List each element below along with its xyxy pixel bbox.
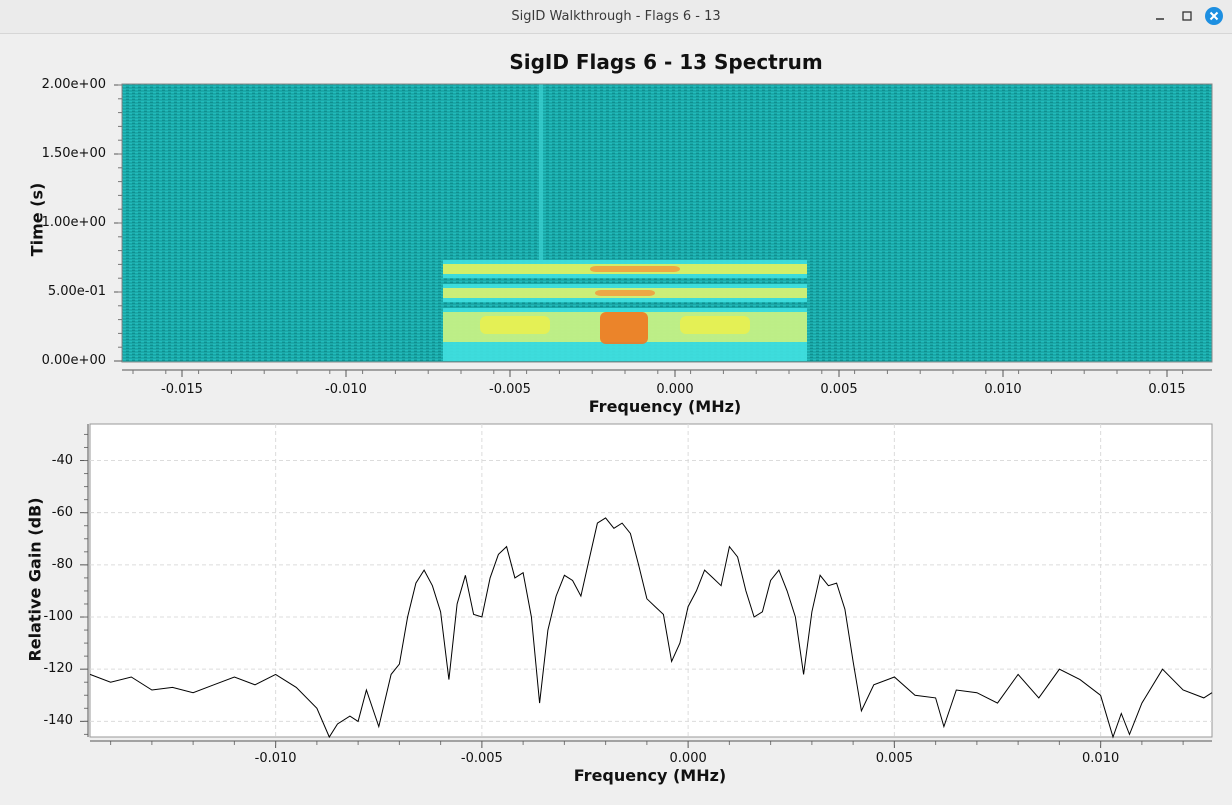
burst-hotspot — [595, 290, 655, 296]
spectrum-trace — [89, 517, 1213, 739]
waterfall-xtick-label: 0.000 — [656, 382, 694, 397]
spectrum-ylabel: Relative Gain (dB) — [25, 497, 45, 662]
spectrum-xtick-label: -0.010 — [254, 751, 297, 766]
spectrum-xtick-label: 0.005 — [875, 751, 913, 766]
spectrum-xlabel: Frequency (MHz) — [573, 766, 727, 785]
minimize-icon — [1156, 18, 1164, 20]
spectrum-ytick-label: -80 — [51, 556, 73, 572]
minimize-button[interactable] — [1150, 6, 1170, 26]
waterfall-ytick-label: 2.00e+00 — [41, 77, 106, 92]
waterfall-xtick-label: 0.005 — [820, 382, 858, 397]
window-titlebar: SigID Walkthrough - Flags 6 - 13 — [0, 0, 1232, 34]
burst-band — [443, 348, 807, 361]
burst-hotspot — [680, 316, 750, 334]
waterfall-xlabel: Frequency (MHz) — [588, 397, 742, 416]
spectrum-xtick-label: 0.000 — [669, 751, 707, 766]
maximize-icon — [1182, 11, 1192, 21]
spectrum-xtick-label: 0.010 — [1082, 751, 1120, 766]
window-title: SigID Walkthrough - Flags 6 - 13 — [511, 9, 721, 24]
waterfall-xtick-label: -0.015 — [161, 382, 203, 397]
spectrum-ytick-label: -100 — [43, 609, 73, 625]
waterfall-xtick-label: -0.010 — [325, 382, 367, 397]
spectrum-ytick-label: -60 — [51, 504, 73, 520]
close-button[interactable] — [1205, 7, 1223, 25]
spectrum-ytick-label: -40 — [51, 452, 73, 468]
waterfall-ytick-label: 5.00e-01 — [47, 284, 106, 299]
close-icon — [1209, 11, 1219, 21]
burst-hotspot — [590, 266, 680, 272]
waterfall-xtick-label: 0.015 — [1148, 382, 1186, 397]
maximize-button[interactable] — [1177, 6, 1197, 26]
waterfall-ytick-label: 1.50e+00 — [41, 146, 106, 161]
burst-hotspot — [600, 312, 648, 344]
spectrum-xtick-label: -0.005 — [460, 751, 503, 766]
waterfall-ytick-label: 1.00e+00 — [41, 215, 106, 230]
waterfall-spur-line — [539, 84, 543, 260]
signal-burst — [443, 260, 807, 361]
spectrum-plot-area — [89, 423, 1213, 738]
spectrum-ytick-label: -120 — [43, 661, 73, 677]
spectrum-ytick-label: -140 — [43, 713, 73, 729]
waterfall-ytick-label: 0.00e+00 — [41, 353, 106, 368]
burst-hotspot — [480, 316, 550, 334]
waterfall-title: SigID Flags 6 - 13 Spectrum — [509, 50, 823, 74]
waterfall-xtick-label: -0.005 — [489, 382, 531, 397]
waterfall-xtick-label: 0.010 — [984, 382, 1022, 397]
